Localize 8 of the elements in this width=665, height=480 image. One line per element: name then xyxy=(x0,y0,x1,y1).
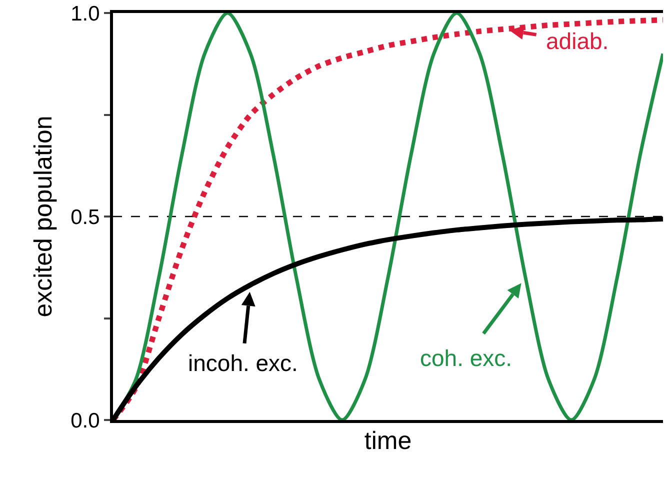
y-tick-label: 0.0 xyxy=(70,409,100,432)
y-tick-label: 0.5 xyxy=(70,206,100,229)
y-axis-title: excited population xyxy=(29,116,58,318)
annotation: adiab. xyxy=(546,28,609,54)
x-axis-title: time xyxy=(364,427,412,455)
annotation: incoh. exc. xyxy=(188,350,298,376)
y-tick-label: 1.0 xyxy=(70,2,100,26)
annotation: coh. exc. xyxy=(420,345,512,371)
